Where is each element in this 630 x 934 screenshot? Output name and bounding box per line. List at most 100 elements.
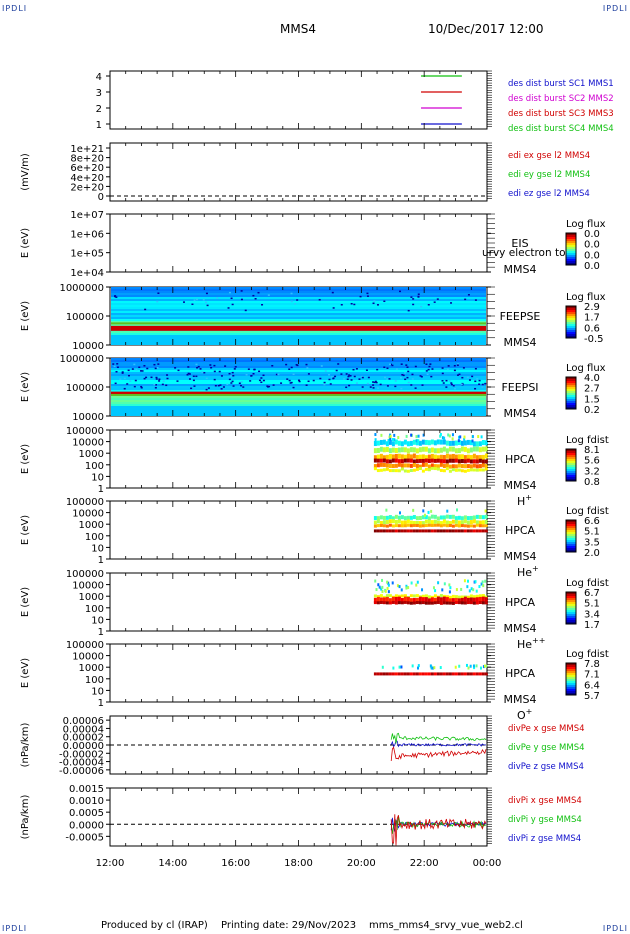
spectrogram-pixel	[447, 433, 450, 437]
spectrogram-cell	[400, 459, 404, 464]
spectrogram-pixel	[391, 364, 394, 367]
spectrogram-cell	[409, 524, 413, 528]
spectrogram-cell	[424, 467, 428, 471]
spectrogram-cell	[469, 464, 473, 469]
spectrogram-cell	[418, 529, 422, 533]
spectrogram-pixel	[222, 386, 225, 388]
spectrogram-cell	[466, 454, 470, 460]
spectrogram-row	[111, 309, 486, 311]
colorbar-tick-label: 0.0	[584, 261, 600, 272]
spectrogram-row	[111, 333, 486, 335]
spectrogram-pixel	[407, 370, 410, 373]
spectrogram-cell	[421, 672, 425, 676]
spectrogram-pixel	[389, 434, 392, 438]
spectrogram-cell	[439, 601, 443, 605]
colorbar-segment	[566, 306, 576, 309]
spectrogram-cell	[481, 459, 485, 464]
spectrogram-pixel	[415, 439, 418, 443]
spectrogram-cell	[385, 454, 389, 460]
spectrogram-cell	[451, 601, 455, 605]
spectrogram-pixel	[232, 385, 235, 387]
spectrogram-pixel	[253, 368, 256, 371]
y-tick-label: 10	[91, 686, 104, 697]
spectrogram-row	[111, 307, 486, 309]
spectrogram-pixel	[389, 437, 392, 441]
spectrogram-cell	[391, 600, 395, 604]
spectrogram-cell	[457, 463, 461, 468]
colorbar-segment	[566, 532, 576, 535]
spectrogram-pixel	[399, 511, 402, 515]
spectrogram-pixel	[472, 664, 475, 668]
spectrogram-pixel	[150, 376, 153, 379]
spectrogram-pixel	[195, 375, 198, 378]
colorbar-segment	[566, 312, 576, 315]
spectrogram-pixel	[471, 435, 474, 439]
colorbar-segment	[566, 314, 576, 317]
spectrogram-pixel	[431, 666, 434, 670]
colorbar-tick-label: 5.1	[584, 599, 600, 610]
spectrogram-cell	[373, 529, 377, 533]
spectrogram-cell	[421, 521, 425, 526]
colorbar-segment	[566, 620, 576, 623]
spectrogram-pixel	[238, 382, 241, 385]
spectrogram-cell	[481, 601, 485, 605]
spectrogram-cell	[466, 468, 470, 472]
spectrogram-cell	[472, 595, 476, 599]
spectrogram-pixel	[414, 387, 417, 389]
spectrogram-pixel	[227, 307, 230, 309]
spectrogram-cell	[463, 469, 467, 473]
colorbar-segment	[566, 316, 576, 319]
spectrogram-pixel	[445, 379, 448, 382]
spectrogram-cell	[379, 453, 383, 459]
spectrogram-cell	[448, 595, 452, 599]
spectrogram-cell	[472, 441, 476, 447]
spectrogram-cell	[376, 447, 380, 453]
spectrogram-cell	[382, 524, 386, 528]
spectrogram-cell	[406, 469, 410, 473]
spectrogram-cell	[373, 467, 377, 471]
spectrogram-pixel	[441, 588, 444, 592]
spectrogram-cell	[463, 529, 467, 533]
colorbar-tick-label: 0.2	[584, 405, 600, 416]
spectrogram-pixel	[429, 664, 432, 668]
colorbar-tick-label: -0.5	[584, 334, 604, 345]
colorbar-segment	[566, 479, 576, 482]
spectrogram-cell	[415, 597, 419, 603]
y-tick-label: 1	[98, 484, 104, 495]
spectrogram-cell	[433, 672, 437, 676]
spectrogram-cell	[430, 447, 434, 453]
spectrogram-pixel	[366, 292, 369, 295]
spectrogram-cell	[469, 459, 473, 464]
spectrogram-cell	[442, 515, 446, 520]
colorbar-segment	[566, 320, 576, 323]
spectrogram-pixel	[288, 379, 291, 382]
spectrogram-pixel	[379, 383, 382, 386]
y-tick-label: 1000000	[59, 283, 104, 294]
spectrogram-cell	[394, 514, 398, 519]
spacecraft-title: MMS4	[280, 22, 316, 36]
colorbar-segment	[566, 395, 576, 398]
spectrogram-pixel	[366, 295, 369, 297]
legend-entry: divPe y gse MMS4	[508, 743, 585, 753]
spectrogram-cell	[391, 596, 395, 602]
spectrogram-pixel	[258, 379, 261, 382]
spectrogram-cell	[478, 524, 482, 528]
spectrogram-cell	[418, 440, 422, 446]
spectrogram-cell	[406, 448, 410, 454]
spectrogram-pixel	[474, 367, 477, 370]
spectrogram-cell	[463, 519, 467, 524]
colorbar-segment	[566, 235, 576, 238]
spectrogram-cell	[409, 672, 413, 676]
spectrogram-cell	[379, 597, 383, 603]
spectrogram-cell	[442, 439, 446, 445]
corner-label-top-left: IPDLI	[2, 4, 28, 13]
spectrogram-pixel	[474, 580, 477, 584]
colorbar-title: Log flux	[566, 219, 606, 230]
spectrogram-cell	[463, 601, 467, 605]
spectrogram-cell	[469, 524, 473, 528]
spectrogram-pixel	[396, 584, 399, 588]
spectrogram-pixel	[177, 369, 180, 372]
spectrogram-pixel	[405, 364, 408, 366]
spectrogram-pixel	[383, 300, 386, 303]
